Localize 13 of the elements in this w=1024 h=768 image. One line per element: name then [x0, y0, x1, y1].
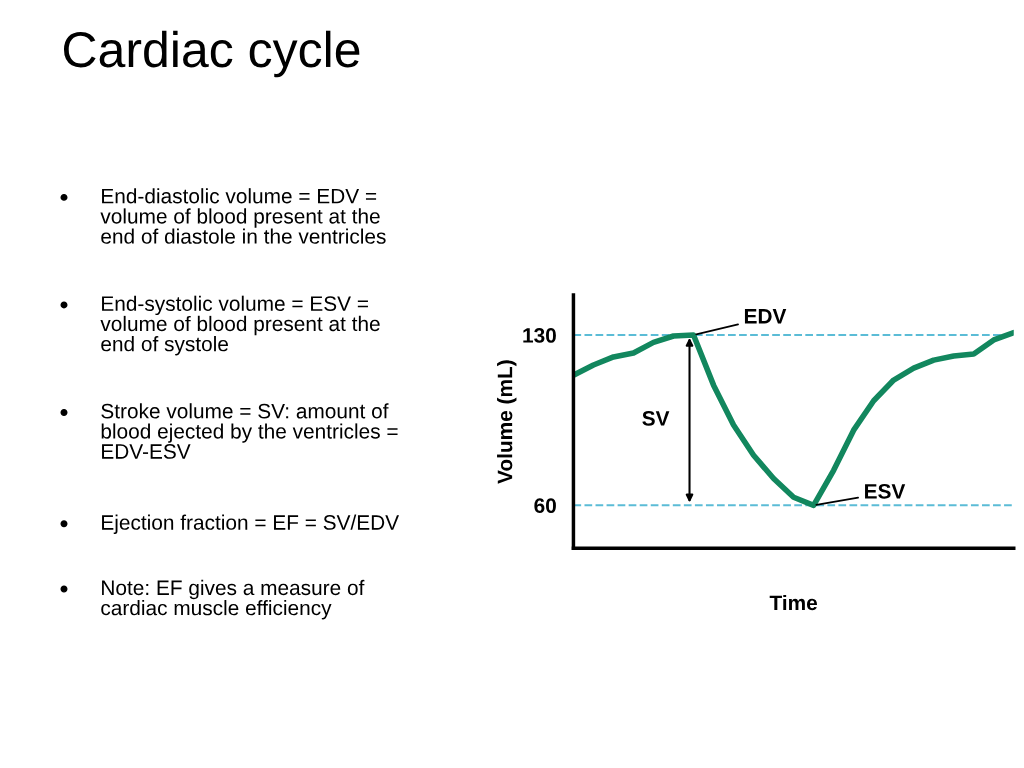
x-axis-title: Time — [769, 594, 818, 611]
text: Note: EF gives a measure of cardiac muscle efficiency — [101, 579, 365, 620]
chart-title: Cardiac cycle — [63, 30, 360, 78]
text: Ejection fraction = EF = SV/EDV — [102, 514, 400, 534]
y-axis-title: Volume (mL) — [497, 360, 517, 484]
y-tick-label: 60 — [534, 498, 556, 514]
text: End-diastolic volume = EDV = volume of blood present at the end of diastole in the ventricles — [100, 188, 386, 244]
annotation: ESV — [865, 483, 906, 499]
y-tick-label: 130 — [523, 328, 556, 343]
text: End-systolic volume = ESV = volume of blood present at the end of systole — [100, 295, 380, 356]
text: Stroke volume = SV: amount of blood ejected by the ventricles = EDV-ESV — [101, 403, 398, 459]
annotation: SV — [642, 411, 670, 426]
annotation: EDV — [744, 309, 787, 324]
